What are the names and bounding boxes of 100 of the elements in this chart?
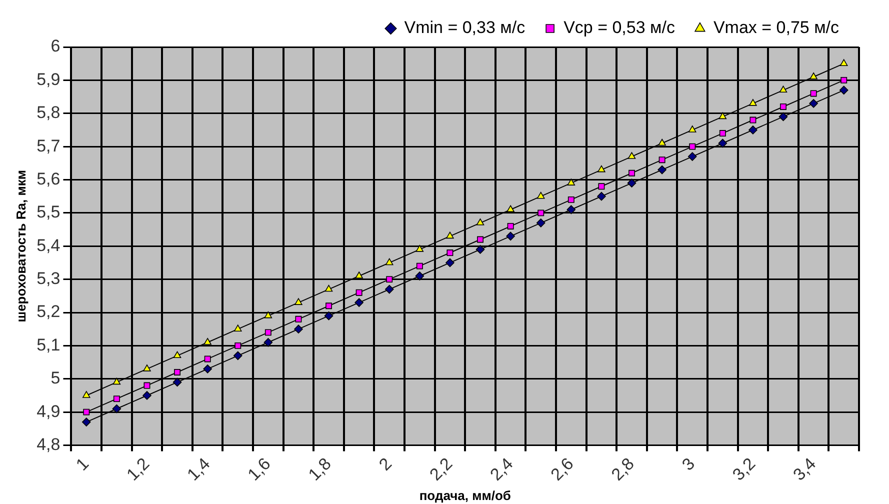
- y-axis-title: шероховатость Ra, мкм: [13, 170, 28, 322]
- y-tick-label: 5,5: [36, 202, 60, 222]
- point: [113, 396, 120, 402]
- point: [144, 382, 150, 389]
- point: [233, 351, 242, 360]
- point: [839, 86, 848, 95]
- point: [143, 364, 151, 372]
- point: [264, 338, 273, 347]
- point: [82, 391, 90, 398]
- point: [840, 59, 848, 66]
- point: [688, 126, 696, 132]
- point: [174, 369, 181, 376]
- point: [326, 302, 332, 310]
- legend-label: Vmax = 0,75 м/с: [713, 18, 840, 38]
- point: [234, 342, 242, 349]
- point: [506, 205, 514, 212]
- y-tick-label: 4,9: [36, 402, 60, 421]
- point: [567, 178, 576, 186]
- point: [172, 378, 182, 387]
- point: [719, 130, 726, 137]
- point: [204, 338, 212, 345]
- x-tick-label: 2,4: [486, 454, 517, 484]
- point: [810, 72, 818, 80]
- point: [689, 143, 696, 150]
- x-tick-label: 1,8: [304, 454, 335, 484]
- y-tick-label: 5,9: [36, 70, 60, 89]
- y-tick-label: 5: [50, 368, 60, 388]
- point: [476, 218, 484, 226]
- point: [749, 99, 757, 106]
- x-tick-label: 1,2: [122, 454, 154, 484]
- x-axis-title: подача, мм/об: [419, 488, 511, 503]
- point: [598, 183, 605, 190]
- x-tick-label: 2,2: [426, 454, 456, 484]
- x-tick-label: 2,6: [547, 454, 578, 484]
- y-tick-label: 5,4: [36, 236, 60, 255]
- point: [416, 262, 423, 270]
- point: [295, 316, 302, 322]
- point: [718, 138, 728, 148]
- y-tick-label: 4,8: [36, 434, 60, 454]
- point: [294, 324, 303, 334]
- x-tick-label: 2: [375, 454, 396, 474]
- point: [779, 86, 788, 93]
- point: [809, 99, 818, 108]
- point: [294, 298, 302, 305]
- x-tick-label: 1: [72, 454, 93, 474]
- point: [204, 356, 211, 362]
- point: [324, 284, 333, 292]
- point: [658, 156, 666, 164]
- point: [476, 245, 485, 254]
- point: [83, 408, 90, 416]
- point: [688, 152, 697, 161]
- point: [324, 311, 334, 320]
- point: [415, 272, 424, 280]
- point: [750, 116, 756, 124]
- point: [566, 205, 576, 214]
- point: [780, 104, 786, 110]
- point: [112, 404, 122, 414]
- point: [536, 218, 546, 228]
- point: [82, 418, 91, 426]
- point: [597, 192, 606, 201]
- point: [386, 276, 393, 283]
- point: [173, 351, 182, 358]
- y-tick-label: 5,7: [36, 136, 60, 156]
- point: [718, 112, 727, 120]
- point: [354, 298, 364, 307]
- point: [748, 126, 758, 134]
- point: [628, 152, 636, 159]
- point: [142, 391, 152, 400]
- point: [477, 236, 484, 243]
- point: [598, 165, 606, 172]
- x-tick-label: 3,2: [728, 454, 760, 484]
- point: [568, 196, 574, 203]
- point: [507, 222, 514, 230]
- y-tick-label: 5,2: [36, 302, 60, 322]
- x-tick-label: 1,4: [184, 454, 214, 484]
- legend-label: Vср = 0,53 м/с: [564, 18, 676, 38]
- point: [112, 378, 121, 385]
- y-tick-label: 6: [50, 36, 60, 56]
- point: [355, 272, 363, 278]
- x-tick-label: 3: [678, 454, 698, 474]
- point: [446, 250, 454, 256]
- legend-label: Vmin = 0,33 м/с: [404, 18, 526, 38]
- x-tick-label: 2,8: [608, 454, 638, 484]
- point: [203, 364, 212, 374]
- point: [628, 170, 635, 176]
- point: [537, 192, 545, 199]
- point: [356, 289, 362, 296]
- point: [658, 165, 666, 174]
- point: [506, 232, 515, 241]
- point: [234, 324, 242, 332]
- point: [658, 138, 666, 146]
- point: [840, 76, 848, 84]
- y-tick-label: 5,3: [36, 269, 60, 288]
- point: [416, 245, 424, 252]
- x-tick-label: 3,4: [790, 454, 820, 484]
- y-tick-label: 5,8: [36, 103, 60, 122]
- point: [446, 232, 454, 239]
- x-tick-label: 1,6: [244, 454, 274, 484]
- point: [810, 90, 817, 97]
- point: [538, 210, 544, 216]
